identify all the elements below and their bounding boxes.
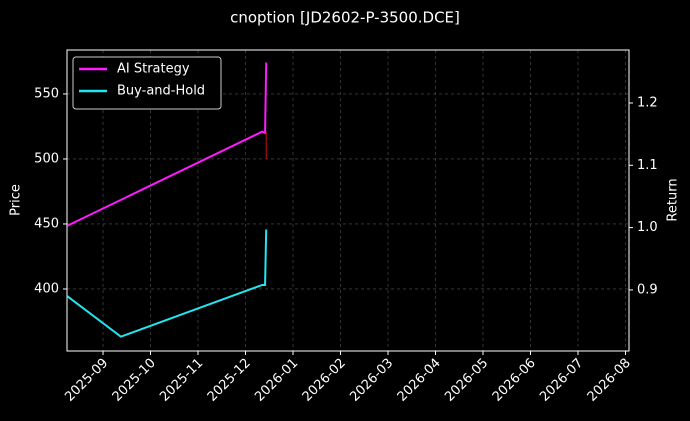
legend-label: AI Strategy bbox=[117, 62, 190, 77]
x-tick-label: 2026-08 bbox=[585, 356, 634, 405]
x-tick-label: 2025-10 bbox=[110, 356, 159, 405]
y-tick-label: 400 bbox=[34, 281, 59, 296]
y-axis-label: Price bbox=[9, 184, 24, 216]
y2-tick-label: 1.0 bbox=[637, 220, 658, 235]
plot-frame bbox=[66, 49, 630, 352]
y-tick-label: 450 bbox=[34, 216, 59, 231]
y-tick-label: 500 bbox=[34, 151, 59, 166]
x-tick-label: 2026-04 bbox=[395, 356, 444, 405]
x-tick-label: 2026-01 bbox=[252, 356, 301, 405]
x-tick-label: 2026-05 bbox=[442, 356, 491, 405]
y-tick-label: 550 bbox=[34, 86, 59, 101]
legend-box bbox=[72, 56, 222, 110]
y2-tick-label: 1.2 bbox=[637, 95, 658, 110]
y2-tick-label: 0.9 bbox=[637, 282, 658, 297]
series-line bbox=[66, 62, 268, 227]
x-tick-label: 2026-06 bbox=[490, 356, 539, 405]
x-tick-label: 2025-12 bbox=[205, 356, 254, 405]
x-tick-label: 2026-02 bbox=[300, 356, 349, 405]
series-line bbox=[66, 229, 268, 338]
x-tick-label: 2025-09 bbox=[62, 356, 111, 405]
x-tick-label: 2025-11 bbox=[157, 356, 206, 405]
x-tick-label: 2026-03 bbox=[347, 356, 396, 405]
legend-label: Buy-and-Hold bbox=[117, 84, 205, 99]
chart-title: cnoption [JD2602-P-3500.DCE] bbox=[230, 9, 460, 27]
x-tick-label: 2026-07 bbox=[537, 356, 586, 405]
y2-tick-label: 1.1 bbox=[637, 158, 658, 173]
y2-axis-label: Return bbox=[666, 178, 681, 221]
